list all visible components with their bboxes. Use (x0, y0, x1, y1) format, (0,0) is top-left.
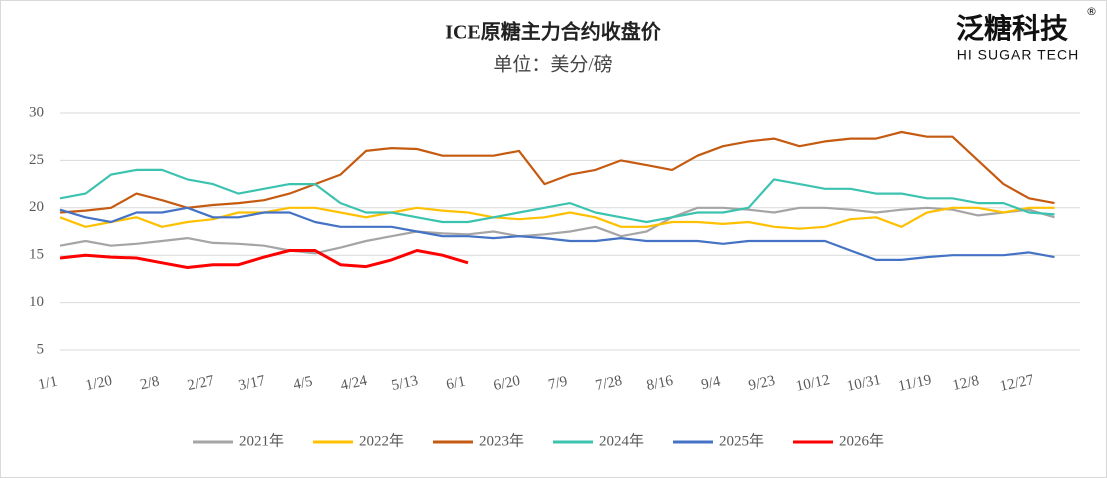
y-tick-label: 15 (29, 247, 44, 263)
legend-label: 2022年 (359, 432, 404, 449)
x-tick-label: 2/27 (186, 373, 216, 394)
y-tick-label: 20 (29, 199, 44, 215)
x-tick-label: 6/20 (492, 373, 521, 394)
x-tick-label: 3/17 (237, 373, 267, 394)
x-tick-label: 2/8 (139, 374, 161, 394)
series-line (59, 130, 1055, 214)
x-tick-label: 6/1 (445, 374, 467, 394)
legend-label: 2023年 (479, 432, 524, 449)
y-tick-label: 5 (37, 341, 45, 357)
series-line (59, 206, 1055, 261)
x-tick-label: 1/1 (37, 374, 59, 394)
series-line (59, 249, 469, 269)
x-tick-label: 12/8 (951, 373, 980, 394)
legend-label: 2026年 (839, 432, 884, 449)
x-tick-label: 9/4 (700, 374, 723, 394)
chart-subtitle: 单位：美分/磅 (493, 53, 612, 75)
legend-label: 2021年 (239, 432, 284, 449)
legend-label: 2024年 (599, 432, 644, 449)
series-line (59, 206, 1055, 255)
logo-english: HI SUGAR TECH (957, 47, 1079, 63)
x-tick-label: 7/28 (594, 373, 623, 394)
logo-name: 泛糖科技 (956, 12, 1068, 45)
x-tick-label: 5/13 (390, 373, 419, 394)
y-tick-label: 30 (29, 104, 44, 120)
x-tick-label: 10/12 (795, 372, 832, 395)
x-tick-label: 4/5 (292, 374, 314, 394)
x-tick-label: 1/20 (84, 373, 113, 394)
logo-mark: ® (1086, 5, 1097, 18)
x-tick-label: 7/9 (547, 374, 569, 394)
x-tick-label: 10/31 (846, 372, 883, 395)
x-tick-label: 8/16 (645, 373, 675, 394)
y-tick-label: 25 (29, 152, 44, 168)
legend-label: 2025年 (719, 432, 764, 449)
x-tick-label: 9/23 (747, 373, 776, 394)
chart-title: ICE原糖主力合约收盘价 (445, 20, 662, 44)
x-tick-label: 4/24 (339, 373, 369, 394)
y-tick-label: 10 (29, 294, 44, 310)
series-line (59, 168, 1055, 224)
x-tick-label: 11/19 (897, 372, 933, 395)
x-tick-label: 12/27 (999, 372, 1036, 395)
series-line (59, 206, 1055, 230)
